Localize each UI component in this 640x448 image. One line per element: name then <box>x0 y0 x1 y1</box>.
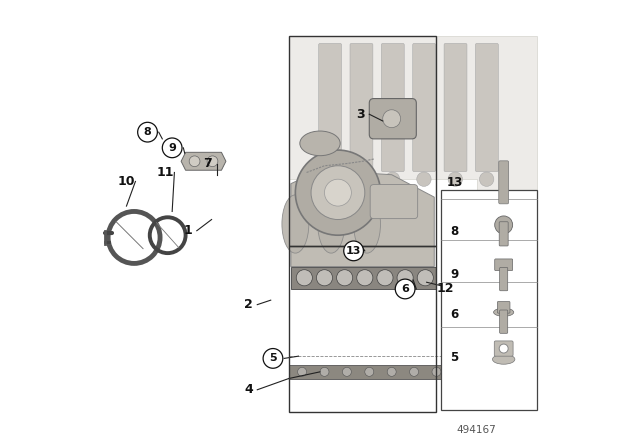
Polygon shape <box>289 36 538 291</box>
Circle shape <box>356 270 373 286</box>
Circle shape <box>417 270 433 286</box>
Polygon shape <box>291 267 436 289</box>
Circle shape <box>397 270 413 286</box>
FancyBboxPatch shape <box>370 185 418 219</box>
Circle shape <box>298 367 307 376</box>
Circle shape <box>296 270 312 286</box>
Ellipse shape <box>317 195 344 253</box>
FancyBboxPatch shape <box>444 43 467 172</box>
Text: 10: 10 <box>118 175 135 188</box>
FancyBboxPatch shape <box>381 43 404 172</box>
Text: 8: 8 <box>143 127 152 137</box>
Text: 4: 4 <box>244 383 253 396</box>
Ellipse shape <box>493 308 514 316</box>
Circle shape <box>377 270 393 286</box>
FancyBboxPatch shape <box>413 43 436 172</box>
Circle shape <box>499 344 508 353</box>
Text: 1: 1 <box>184 224 192 237</box>
FancyBboxPatch shape <box>476 43 499 172</box>
FancyBboxPatch shape <box>494 341 513 356</box>
Circle shape <box>320 367 329 376</box>
Text: 9: 9 <box>168 143 176 153</box>
Circle shape <box>323 172 337 186</box>
Circle shape <box>383 110 401 128</box>
Circle shape <box>163 138 182 158</box>
Polygon shape <box>291 170 435 267</box>
Circle shape <box>263 349 283 368</box>
Circle shape <box>495 216 513 234</box>
Circle shape <box>365 367 374 376</box>
Circle shape <box>344 241 364 261</box>
Circle shape <box>295 150 380 235</box>
Circle shape <box>410 367 419 376</box>
FancyBboxPatch shape <box>319 43 342 172</box>
Text: 11: 11 <box>157 166 174 179</box>
Text: 2: 2 <box>244 298 253 311</box>
Circle shape <box>316 270 333 286</box>
FancyBboxPatch shape <box>495 259 513 271</box>
FancyBboxPatch shape <box>499 222 508 246</box>
Polygon shape <box>181 152 226 170</box>
FancyBboxPatch shape <box>350 43 373 172</box>
Circle shape <box>354 172 369 186</box>
FancyBboxPatch shape <box>499 161 509 204</box>
Circle shape <box>396 279 415 299</box>
FancyBboxPatch shape <box>441 190 538 410</box>
Ellipse shape <box>300 131 340 155</box>
Text: 8: 8 <box>451 225 458 238</box>
Circle shape <box>324 179 351 206</box>
Text: 494167: 494167 <box>457 425 497 435</box>
Text: 5: 5 <box>269 353 276 363</box>
Text: 3: 3 <box>356 108 365 121</box>
Circle shape <box>342 367 351 376</box>
Text: 6: 6 <box>401 284 409 294</box>
FancyBboxPatch shape <box>500 267 508 291</box>
Text: 12: 12 <box>436 282 454 296</box>
FancyBboxPatch shape <box>497 302 510 313</box>
Text: 7: 7 <box>204 157 212 170</box>
FancyBboxPatch shape <box>369 99 416 139</box>
Text: 13: 13 <box>346 246 362 256</box>
Ellipse shape <box>353 195 380 253</box>
Circle shape <box>432 367 441 376</box>
Text: 6: 6 <box>451 308 458 321</box>
Circle shape <box>207 156 218 167</box>
Circle shape <box>337 270 353 286</box>
FancyBboxPatch shape <box>500 310 508 333</box>
Text: 9: 9 <box>451 267 458 281</box>
Circle shape <box>311 166 365 220</box>
Ellipse shape <box>493 354 515 364</box>
Ellipse shape <box>282 195 309 253</box>
Text: 13: 13 <box>446 176 463 189</box>
Circle shape <box>417 172 431 186</box>
Circle shape <box>385 172 400 186</box>
Circle shape <box>189 156 200 167</box>
Text: 5: 5 <box>451 350 458 364</box>
Polygon shape <box>289 365 463 379</box>
Circle shape <box>448 172 463 186</box>
Circle shape <box>479 172 494 186</box>
Circle shape <box>387 367 396 376</box>
Circle shape <box>138 122 157 142</box>
